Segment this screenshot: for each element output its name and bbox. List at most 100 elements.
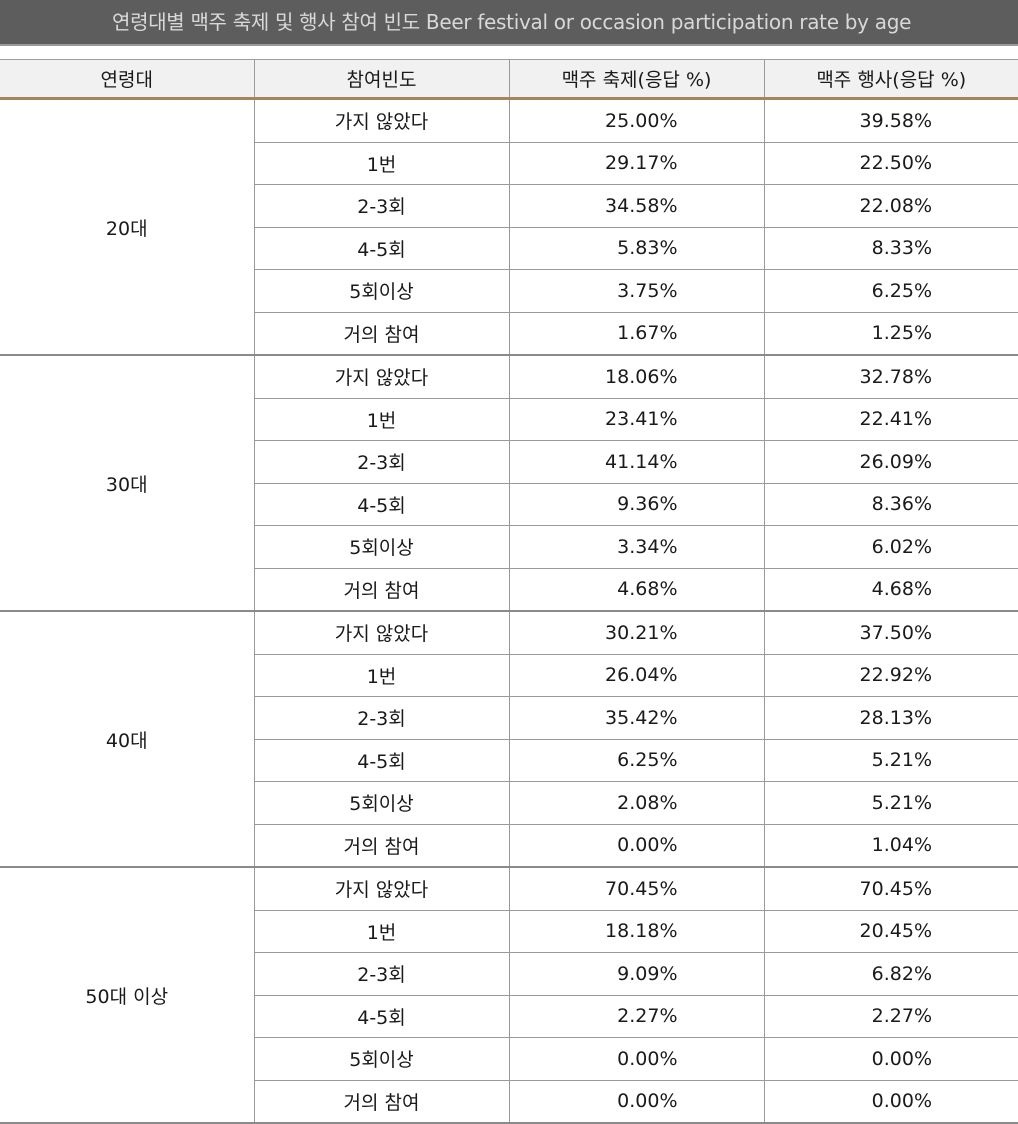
event-rate-cell: 26.09% (763, 440, 1018, 484)
table-row: 거의 참여 1.67% 1.25% (0, 312, 1018, 356)
festival-rate-cell: 4.68% (508, 568, 764, 612)
event-rate-cell: 20.45% (763, 910, 1018, 953)
festival-rate-cell: 26.04% (508, 654, 764, 697)
header-age: 연령대 (0, 59, 254, 100)
participation-table: 연령대 참여빈도 맥주 축제(응답 %) 맥주 행사(응답 %) 20대 가지 않… (0, 59, 1018, 1124)
table-row: 2-3회 41.14% 26.09% (0, 440, 1018, 484)
frequency-cell: 가지 않았다 (253, 98, 509, 143)
event-rate-cell: 6.25% (763, 269, 1018, 313)
festival-rate-cell: 29.17% (508, 142, 764, 185)
table-row: 1번 26.04% 22.92% (0, 654, 1018, 697)
frequency-cell: 4-5회 (253, 483, 509, 526)
frequency-cell: 2-3회 (253, 184, 509, 228)
festival-rate-cell: 6.25% (508, 739, 764, 782)
table-row: 50대 이상 가지 않았다 70.45% 70.45% (0, 867, 1018, 1124)
event-rate-cell: 1.04% (763, 824, 1018, 868)
festival-rate-cell: 35.42% (508, 696, 764, 740)
event-rate-cell: 39.58% (763, 98, 1018, 143)
table-row: 4-5회 9.36% 8.36% (0, 483, 1018, 526)
event-rate-cell: 8.33% (763, 227, 1018, 270)
festival-rate-cell: 0.00% (508, 824, 764, 868)
frequency-cell: 1번 (253, 654, 509, 697)
event-rate-cell: 5.21% (763, 739, 1018, 782)
event-rate-cell: 0.00% (763, 1037, 1018, 1081)
festival-rate-cell: 1.67% (508, 312, 764, 356)
event-rate-cell: 6.82% (763, 952, 1018, 996)
frequency-cell: 5회이상 (253, 781, 509, 825)
festival-rate-cell: 3.34% (508, 525, 764, 569)
frequency-cell: 가지 않았다 (253, 867, 509, 911)
festival-rate-cell: 3.75% (508, 269, 764, 313)
frequency-cell: 1번 (253, 910, 509, 953)
festival-rate-cell: 18.18% (508, 910, 764, 953)
event-rate-cell: 28.13% (763, 696, 1018, 740)
title-bar: 연령대별 맥주 축제 및 행사 참여 빈도 Beer festival or o… (0, 0, 1018, 46)
festival-rate-cell: 5.83% (508, 227, 764, 270)
frequency-cell: 1번 (253, 142, 509, 185)
festival-rate-cell: 23.41% (508, 398, 764, 441)
table-row: 4-5회 5.83% 8.33% (0, 227, 1018, 270)
age-group-cell: 40대 (0, 611, 254, 868)
festival-rate-cell: 30.21% (508, 611, 764, 655)
festival-rate-cell: 0.00% (508, 1037, 764, 1081)
table-body: 20대 가지 않았다 25.00% 39.58% 1번 29.17% 22.50% 2-3회 3… (0, 98, 1018, 1124)
age-group-cell: 20대 (0, 98, 254, 356)
event-rate-cell: 22.41% (763, 398, 1018, 441)
table-row: 5회이상 0.00% 0.00% (0, 1037, 1018, 1081)
age-group-cell: 30대 (0, 355, 254, 612)
event-rate-cell: 2.27% (763, 995, 1018, 1038)
header-festival: 맥주 축제(응답 %) (508, 59, 764, 100)
header-row: 연령대 참여빈도 맥주 축제(응답 %) 맥주 행사(응답 %) (0, 59, 1018, 100)
table-row: 거의 참여 0.00% 1.04% (0, 824, 1018, 868)
event-rate-cell: 32.78% (763, 355, 1018, 399)
frequency-cell: 거의 참여 (253, 824, 509, 868)
table-row: 40대 가지 않았다 30.21% 37.50% (0, 611, 1018, 868)
table-title: 연령대별 맥주 축제 및 행사 참여 빈도 Beer festival or o… (112, 10, 912, 34)
festival-rate-cell: 0.00% (508, 1080, 764, 1124)
event-rate-cell: 8.36% (763, 483, 1018, 526)
frequency-cell: 거의 참여 (253, 568, 509, 612)
table-row: 2-3회 35.42% 28.13% (0, 696, 1018, 740)
table-row: 2-3회 9.09% 6.82% (0, 952, 1018, 996)
frequency-cell: 1번 (253, 398, 509, 441)
age-group-cell: 50대 이상 (0, 867, 254, 1124)
header-frequency: 참여빈도 (253, 59, 509, 100)
frequency-cell: 4-5회 (253, 739, 509, 782)
festival-rate-cell: 9.09% (508, 952, 764, 996)
table-row: 20대 가지 않았다 25.00% 39.58% (0, 98, 1018, 356)
frequency-cell: 5회이상 (253, 269, 509, 313)
table-row: 5회이상 2.08% 5.21% (0, 781, 1018, 825)
event-rate-cell: 5.21% (763, 781, 1018, 825)
event-rate-cell: 4.68% (763, 568, 1018, 612)
table-row: 거의 참여 4.68% 4.68% (0, 568, 1018, 612)
event-rate-cell: 37.50% (763, 611, 1018, 655)
festival-rate-cell: 34.58% (508, 184, 764, 228)
frequency-cell: 2-3회 (253, 696, 509, 740)
festival-rate-cell: 70.45% (508, 867, 764, 911)
frequency-cell: 4-5회 (253, 227, 509, 270)
festival-rate-cell: 18.06% (508, 355, 764, 399)
table-row: 5회이상 3.75% 6.25% (0, 269, 1018, 313)
festival-rate-cell: 41.14% (508, 440, 764, 484)
header-event: 맥주 행사(응답 %) (763, 59, 1018, 100)
event-rate-cell: 70.45% (763, 867, 1018, 911)
event-rate-cell: 22.08% (763, 184, 1018, 228)
table-row: 5회이상 3.34% 6.02% (0, 525, 1018, 569)
festival-rate-cell: 25.00% (508, 98, 764, 143)
frequency-cell: 가지 않았다 (253, 611, 509, 655)
frequency-cell: 5회이상 (253, 1037, 509, 1081)
festival-rate-cell: 2.08% (508, 781, 764, 825)
table-row: 1번 18.18% 20.45% (0, 910, 1018, 953)
table-row: 1번 29.17% 22.50% (0, 142, 1018, 185)
festival-rate-cell: 2.27% (508, 995, 764, 1038)
event-rate-cell: 1.25% (763, 312, 1018, 356)
festival-rate-cell: 9.36% (508, 483, 764, 526)
frequency-cell: 5회이상 (253, 525, 509, 569)
event-rate-cell: 0.00% (763, 1080, 1018, 1124)
event-rate-cell: 22.92% (763, 654, 1018, 697)
table-row: 4-5회 2.27% 2.27% (0, 995, 1018, 1038)
table-row: 1번 23.41% 22.41% (0, 398, 1018, 441)
frequency-cell: 거의 참여 (253, 312, 509, 356)
frequency-cell: 2-3회 (253, 952, 509, 996)
frequency-cell: 2-3회 (253, 440, 509, 484)
